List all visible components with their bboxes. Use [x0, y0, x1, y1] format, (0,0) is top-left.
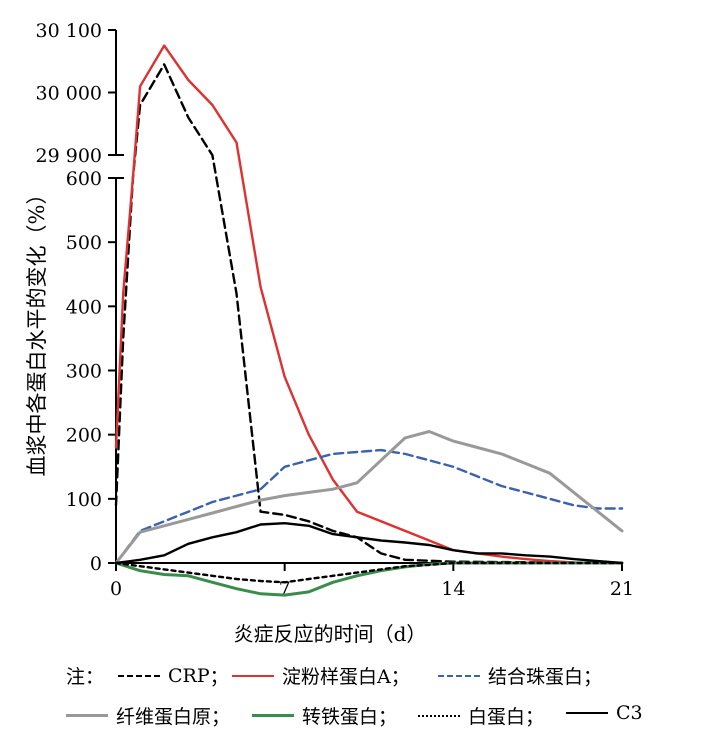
x-tick-label: 21 [610, 578, 634, 600]
series-line-5 [114, 561, 624, 584]
series-line-4 [114, 561, 624, 597]
series-line-3 [114, 430, 624, 565]
series-layer [114, 44, 624, 597]
y-tick-label: 30 000 [36, 83, 102, 105]
x-axis-label: 炎症反应的时间（d） [234, 622, 427, 646]
y-tick-label: 200 [66, 425, 102, 447]
y-tick-label: 500 [66, 232, 102, 254]
y-tick-label: 100 [66, 489, 102, 511]
series-line-6 [114, 522, 624, 565]
series-line-2 [114, 448, 624, 565]
series-line-0 [114, 63, 624, 565]
y-tick-label: 400 [66, 296, 102, 318]
y-tick-label: 300 [66, 361, 102, 383]
y-axis-label: 血浆中各蛋白水平的变化（%） [25, 184, 49, 477]
x-tick-label: 14 [441, 578, 465, 600]
y-tick-label: 0 [90, 553, 102, 575]
y-tick-label: 600 [66, 168, 102, 190]
y-tick-label: 30 100 [36, 20, 102, 42]
y-tick-label: 29 900 [36, 145, 102, 167]
x-tick-label: 0 [110, 578, 122, 600]
